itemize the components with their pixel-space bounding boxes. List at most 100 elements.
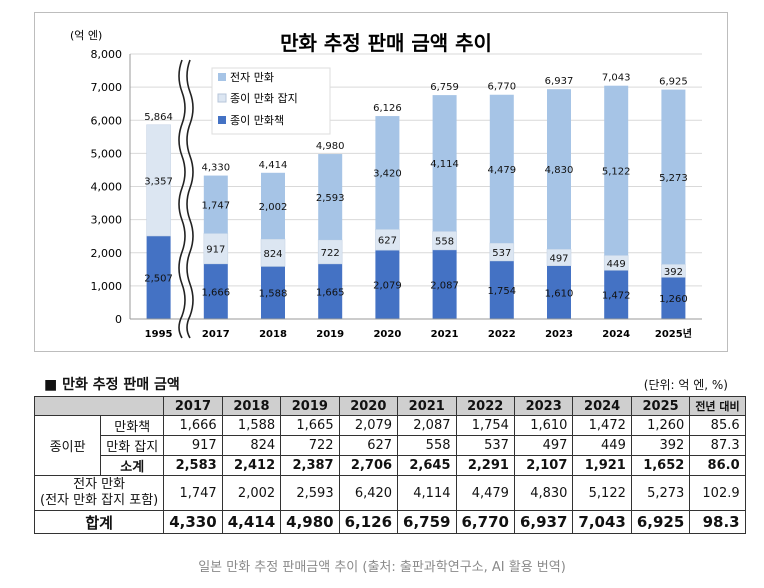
data-label: 2,002	[259, 202, 288, 213]
x-tick-label: 2017	[202, 329, 230, 340]
bar-segment	[203, 175, 228, 234]
total-label: 6,770	[487, 82, 516, 93]
bar-group: 2,507 3,357 5,864 1,666 917 1,747 4,330 1,588 82…	[144, 73, 688, 319]
y-tick-label: 2,000	[91, 247, 123, 260]
table-cell: 627	[338, 435, 399, 456]
total-label: 7,043	[602, 73, 631, 84]
table-cell: 4,980	[280, 510, 340, 534]
x-tick-label: 2023	[545, 329, 573, 340]
table-cell: 2,645	[397, 455, 457, 476]
legend-label-digital: 전자 만화	[230, 71, 274, 84]
x-tick-label: 2019	[316, 329, 344, 340]
table-cell: 1,666	[163, 415, 223, 436]
data-label: 5,273	[659, 173, 688, 184]
data-label: 722	[321, 248, 340, 259]
table-cell: 6,759	[397, 510, 457, 534]
bar-segment	[203, 233, 229, 265]
year-header: 2024	[572, 396, 632, 416]
table-cell: 1,665	[280, 415, 340, 436]
bar-segment	[203, 263, 228, 319]
yoy-cell: 86.0	[689, 455, 746, 476]
table-unit: (단위: 억 엔, %)	[643, 378, 728, 392]
data-label: 2,593	[316, 193, 345, 204]
y-tick-label: 0	[115, 313, 122, 326]
table-cell: 2,706	[338, 455, 399, 476]
table-cell: 449	[572, 435, 632, 456]
bar-segment	[603, 255, 629, 271]
bar-segment	[318, 263, 343, 319]
bar-segment	[547, 89, 571, 250]
legend-swatch-digital	[218, 73, 226, 81]
data-label: 627	[378, 236, 397, 247]
table-cell: 558	[397, 435, 457, 456]
data-label: 392	[664, 267, 683, 278]
stacked-bar-chart: (억 엔) 만화 추정 판매 금액 추이 0 1,000 2,000 3,000 4,0…	[34, 12, 728, 352]
table-cell: 7,043	[572, 510, 632, 534]
table-cell: 2,593	[280, 475, 340, 511]
chart-title: 만화 추정 판매 금액 추이	[280, 31, 492, 55]
table-cell: 6,925	[630, 510, 691, 534]
x-tick-label: 2025년	[655, 327, 692, 340]
total-label: 4,330	[201, 163, 230, 174]
total-label: 6,759	[430, 82, 459, 93]
y-tick-label: 3,000	[91, 214, 123, 227]
table-title: ■ 만화 추정 판매 금액	[44, 377, 180, 393]
y-tick-label: 1,000	[91, 280, 123, 293]
table-cell: 917	[163, 435, 223, 456]
bar-segment	[489, 94, 514, 244]
bar-segment	[489, 260, 514, 319]
bar-segment	[547, 265, 571, 319]
row-label-line: 전자 만화	[73, 477, 126, 492]
year-header: 2019	[280, 396, 340, 416]
data-label: 2,087	[430, 280, 459, 291]
bar-segment	[146, 235, 171, 319]
table-cell: 1,260	[630, 415, 691, 436]
axis-break-mark	[178, 59, 194, 339]
y-tick-label: 6,000	[91, 114, 123, 127]
bar-segment	[661, 277, 686, 319]
data-label: 1,610	[545, 288, 574, 299]
table-cell: 1,921	[572, 455, 632, 476]
year-header: 2021	[397, 396, 457, 416]
table-row-subtotal: 소계 2,583 2,412 2,387 2,706 2,645 2,291 2…	[35, 455, 746, 476]
table-cell: 824	[221, 435, 282, 456]
bar-segment	[604, 270, 629, 319]
data-label: 537	[492, 248, 511, 259]
yoy-cell: 85.6	[689, 415, 746, 436]
table-cell: 4,114	[397, 475, 457, 511]
table-cell: 2,087	[397, 415, 457, 436]
table-cell: 1,747	[163, 475, 223, 511]
table-cell: 1,652	[630, 455, 691, 476]
total-label: 6,937	[545, 76, 574, 87]
bar-segment	[432, 95, 457, 232]
data-label: 4,114	[430, 159, 459, 170]
data-label: 1,665	[316, 287, 345, 298]
legend-label-magazine: 종이 만화 잡지	[230, 92, 298, 105]
data-label: 1,747	[201, 201, 230, 212]
x-tick-label: 2020	[373, 329, 401, 340]
figure-caption: 일본 만화 추정 판매금액 추이 (출처: 출판과학연구소, AI 활용 번역)	[198, 560, 566, 575]
table-cell: 4,414	[221, 510, 282, 534]
year-header: 2022	[455, 396, 515, 416]
year-header: 2020	[338, 396, 399, 416]
total-label: 4,414	[259, 160, 288, 171]
legend-swatch-book	[218, 116, 226, 124]
x-axis: 1995 2017 2018 2019 2020 2021 2022 2023 2024 2025…	[130, 318, 702, 340]
legend-label-book: 종이 만화책	[230, 114, 284, 127]
bar-segment	[146, 124, 171, 237]
data-label: 449	[607, 259, 626, 270]
data-label: 824	[263, 249, 282, 260]
yoy-header: 전년 대비	[689, 396, 746, 416]
year-header: 2025	[630, 396, 691, 416]
table-cell: 1,472	[572, 415, 632, 436]
row-label: 소계	[100, 455, 165, 476]
year-header: 2018	[221, 396, 282, 416]
table-cell: 2,002	[221, 475, 282, 511]
total-label: 6,925	[659, 77, 688, 88]
x-tick-label: 2021	[431, 329, 459, 340]
x-tick-label: 2024	[602, 329, 630, 340]
table-row-book: 종이판 만화책 1,666 1,588 1,665 2,079 2,087 1,…	[33, 415, 746, 476]
table-cell: 722	[280, 435, 340, 456]
bar-segment	[604, 85, 629, 256]
sales-table: 2017 2018 2019 2020 2021 2022 2023 2024 …	[33, 396, 746, 534]
